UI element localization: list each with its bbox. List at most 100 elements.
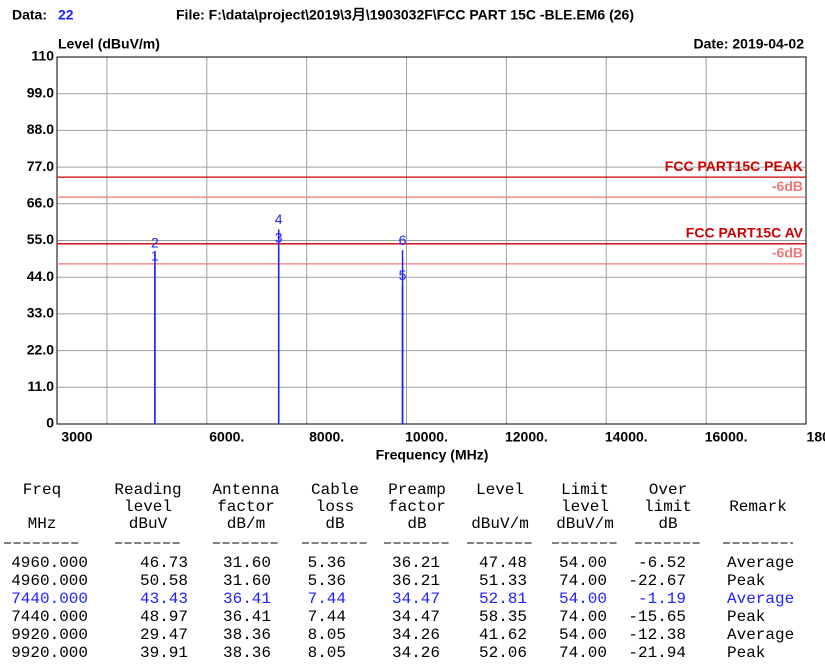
y-tick-label: 77.0	[27, 158, 54, 174]
column-header: Level	[476, 481, 524, 499]
column-header: dBuV/m	[556, 515, 614, 533]
column-header: limit	[644, 498, 692, 516]
table-cell: 8.05	[308, 644, 346, 662]
table-cell: 54.00	[559, 626, 607, 644]
table-cell: 9920.000	[11, 644, 88, 662]
table-cell: 74.00	[559, 572, 607, 590]
table-cell: -15.65	[628, 608, 686, 626]
column-header: Cable	[311, 481, 359, 499]
y-tick-label: 0	[46, 415, 54, 431]
column-header: Preamp	[388, 481, 446, 499]
x-tick-label: 14000.	[605, 429, 648, 445]
y-tick-label: 44.0	[27, 268, 54, 284]
column-header: Reading	[114, 481, 181, 499]
table-cell: 7.44	[308, 590, 346, 608]
table-cell: 46.73	[140, 554, 188, 572]
x-tick-label: 6000.	[209, 429, 244, 445]
table-cell: 38.36	[223, 626, 271, 644]
table-cell: 58.35	[479, 608, 527, 626]
table-cell: Average	[727, 590, 794, 608]
column-header: loss	[316, 498, 354, 516]
limit-label: FCC PART15C PEAK	[665, 158, 803, 174]
table-cell: 29.47	[140, 626, 188, 644]
table-cell: -12.38	[628, 626, 686, 644]
column-header: dB/m	[227, 515, 265, 533]
table-cell: 54.00	[559, 590, 607, 608]
column-header: dB	[407, 515, 426, 533]
column-header: Freq	[23, 481, 61, 499]
column-header: Remark	[729, 498, 787, 516]
column-header: dBuV/m	[471, 515, 529, 533]
y-tick-label: 88.0	[27, 121, 54, 137]
table-cell: 4960.000	[11, 572, 88, 590]
marker-label: 4	[275, 211, 283, 227]
table-cell: 7440.000	[11, 608, 88, 626]
table-cell: -1.19	[638, 590, 686, 608]
table-cell: 31.60	[223, 554, 271, 572]
table-cell: Peak	[727, 608, 765, 626]
date: Date: 2019-04-02	[693, 36, 804, 52]
y-axis-label: Level (dBuV/m)	[58, 36, 160, 52]
table-cell: 47.48	[479, 554, 527, 572]
y-tick-label: 110	[31, 48, 54, 64]
table-cell: -22.67	[628, 572, 686, 590]
x-tick-label: 10000.	[405, 429, 448, 445]
x-tick-label: 18000	[807, 429, 825, 445]
table-cell: 36.21	[392, 554, 440, 572]
table-cell: 34.26	[392, 626, 440, 644]
table-cell: 52.81	[479, 590, 527, 608]
table-cell: 5.36	[308, 554, 346, 572]
column-header: factor	[388, 498, 446, 516]
table-cell: Average	[727, 626, 794, 644]
table-cell: 34.26	[392, 644, 440, 662]
table-cell: 39.91	[140, 644, 188, 662]
limit-label: FCC PART15C AV	[686, 225, 804, 241]
data-label: Data:	[12, 7, 47, 23]
table-cell: 52.06	[479, 644, 527, 662]
table-cell: 34.47	[392, 608, 440, 626]
y-tick-label: 55.0	[27, 231, 54, 247]
table-cell: 9920.000	[11, 626, 88, 644]
table-cell: 31.60	[223, 572, 271, 590]
table-cell: 36.21	[392, 572, 440, 590]
table-cell: Peak	[727, 572, 765, 590]
column-header: MHz	[28, 515, 57, 533]
table-cell: 50.58	[140, 572, 188, 590]
table-cell: -21.94	[628, 644, 686, 662]
marker-label: 6	[399, 232, 407, 248]
column-header: level	[561, 498, 609, 516]
table-cell: 38.36	[223, 644, 271, 662]
x-tick-label: 12000.	[505, 429, 548, 445]
table-cell: Average	[727, 554, 794, 572]
table-cell: 74.00	[559, 608, 607, 626]
y-tick-label: 33.0	[27, 305, 54, 321]
column-header: dB	[658, 515, 677, 533]
column-header: dB	[325, 515, 344, 533]
y-tick-label: 66.0	[27, 195, 54, 211]
file-path: File: F:\data\project\2019\3月\1903032F\F…	[176, 7, 634, 23]
y-tick-label: 22.0	[27, 341, 54, 357]
marker-label: 2	[151, 234, 159, 250]
y-tick-label: 99.0	[27, 84, 54, 100]
x-tick-label: 16000.	[705, 429, 748, 445]
table-cell: 34.47	[392, 590, 440, 608]
column-header: level	[124, 498, 172, 516]
table-cell: -6.52	[638, 554, 686, 572]
plot-frame	[56, 56, 807, 425]
limit-label: -6dB	[772, 178, 803, 194]
limit-label: -6dB	[772, 245, 803, 261]
table-cell: 41.62	[479, 626, 527, 644]
table-cell: 8.05	[308, 626, 346, 644]
y-tick-label: 11.0	[28, 378, 55, 394]
table-cell: 51.33	[479, 572, 527, 590]
column-header: factor	[217, 498, 275, 516]
x-axis-label: Frequency (MHz)	[376, 447, 489, 463]
table-cell: 48.97	[140, 608, 188, 626]
table-cell: 74.00	[559, 644, 607, 662]
table-cell: 36.41	[223, 608, 271, 626]
table-cell: 7440.000	[11, 590, 88, 608]
column-header: dBuV	[129, 515, 168, 533]
table-cell: Peak	[727, 644, 765, 662]
